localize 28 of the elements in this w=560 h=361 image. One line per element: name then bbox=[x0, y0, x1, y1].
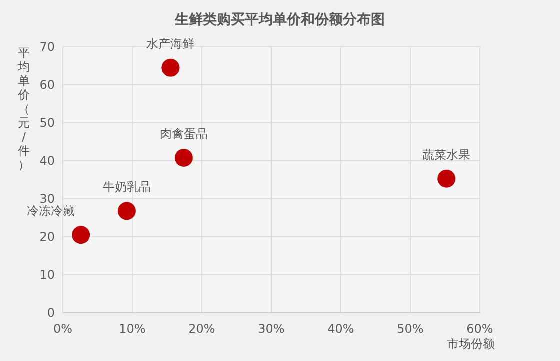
annotation: 牛奶乳品 bbox=[102, 180, 151, 194]
y-tick-label: 50 bbox=[40, 116, 55, 130]
point bbox=[162, 58, 180, 77]
x-tick-label: 30% bbox=[258, 322, 285, 336]
annotation: 蔬菜水果 bbox=[422, 148, 471, 162]
x-tick-label: 50% bbox=[397, 322, 424, 336]
annotation: 肉禽蛋品 bbox=[160, 126, 208, 141]
y-tick-label: 10 bbox=[40, 268, 55, 282]
x-tick-label: 10% bbox=[119, 322, 146, 336]
x-tick-label: 60% bbox=[466, 322, 494, 336]
y-tick-label: 0 bbox=[47, 306, 55, 320]
y-tick-label: 20 bbox=[40, 230, 55, 244]
annotation: 水产海鲜 bbox=[146, 36, 195, 51]
point bbox=[438, 170, 456, 188]
x-tick-label: 20% bbox=[188, 322, 216, 336]
point bbox=[118, 202, 136, 220]
y-tick-label: 30 bbox=[40, 192, 55, 206]
x-tick-label: 40% bbox=[328, 322, 354, 336]
chart-title: 生鲜类购买平均单价和份额分布图 bbox=[174, 11, 385, 28]
x-tick-label: 0% bbox=[53, 322, 73, 336]
y-tick-label: 70 bbox=[40, 40, 55, 54]
point bbox=[174, 148, 193, 167]
annotation: 冷冻冷藏 bbox=[27, 204, 75, 218]
point bbox=[72, 226, 90, 244]
text: 平均单价（元/件） bbox=[18, 46, 30, 172]
x-axis-title: 市场份额 bbox=[447, 337, 495, 351]
y-tick-label: 40 bbox=[40, 154, 55, 168]
y-tick-label: 60 bbox=[40, 78, 55, 92]
